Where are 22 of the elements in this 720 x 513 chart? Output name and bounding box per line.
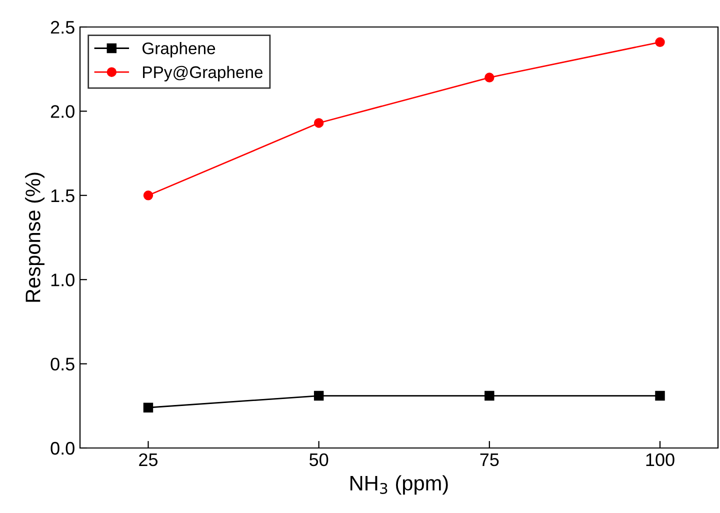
legend-label: PPy@Graphene [143, 66, 263, 82]
y-tick-label: 2.0 [50, 105, 74, 118]
point [655, 390, 665, 401]
point [143, 190, 154, 200]
point [314, 118, 324, 128]
y-tick-label: 1.0 [51, 274, 74, 286]
x-tick-label: 75 [480, 454, 499, 466]
y-tick-label: 1.5 [51, 190, 74, 202]
point [655, 37, 665, 48]
point [484, 72, 494, 82]
y-axis-title: Response (%) [25, 172, 44, 302]
point [314, 390, 324, 401]
x-tick-label: 50 [310, 453, 328, 466]
x-tick-label: 100 [646, 453, 674, 466]
y-tick-label: 0.5 [50, 358, 74, 371]
point [484, 390, 494, 401]
y-tick-label: 0.0 [50, 442, 74, 455]
x-tick-label: 25 [139, 453, 158, 466]
point [143, 402, 154, 412]
y-tick-label: 2.5 [50, 20, 74, 34]
x-axis-title: NH$_{3}$ (ppm) [350, 475, 448, 495]
legend-label: Graphene [142, 42, 216, 58]
